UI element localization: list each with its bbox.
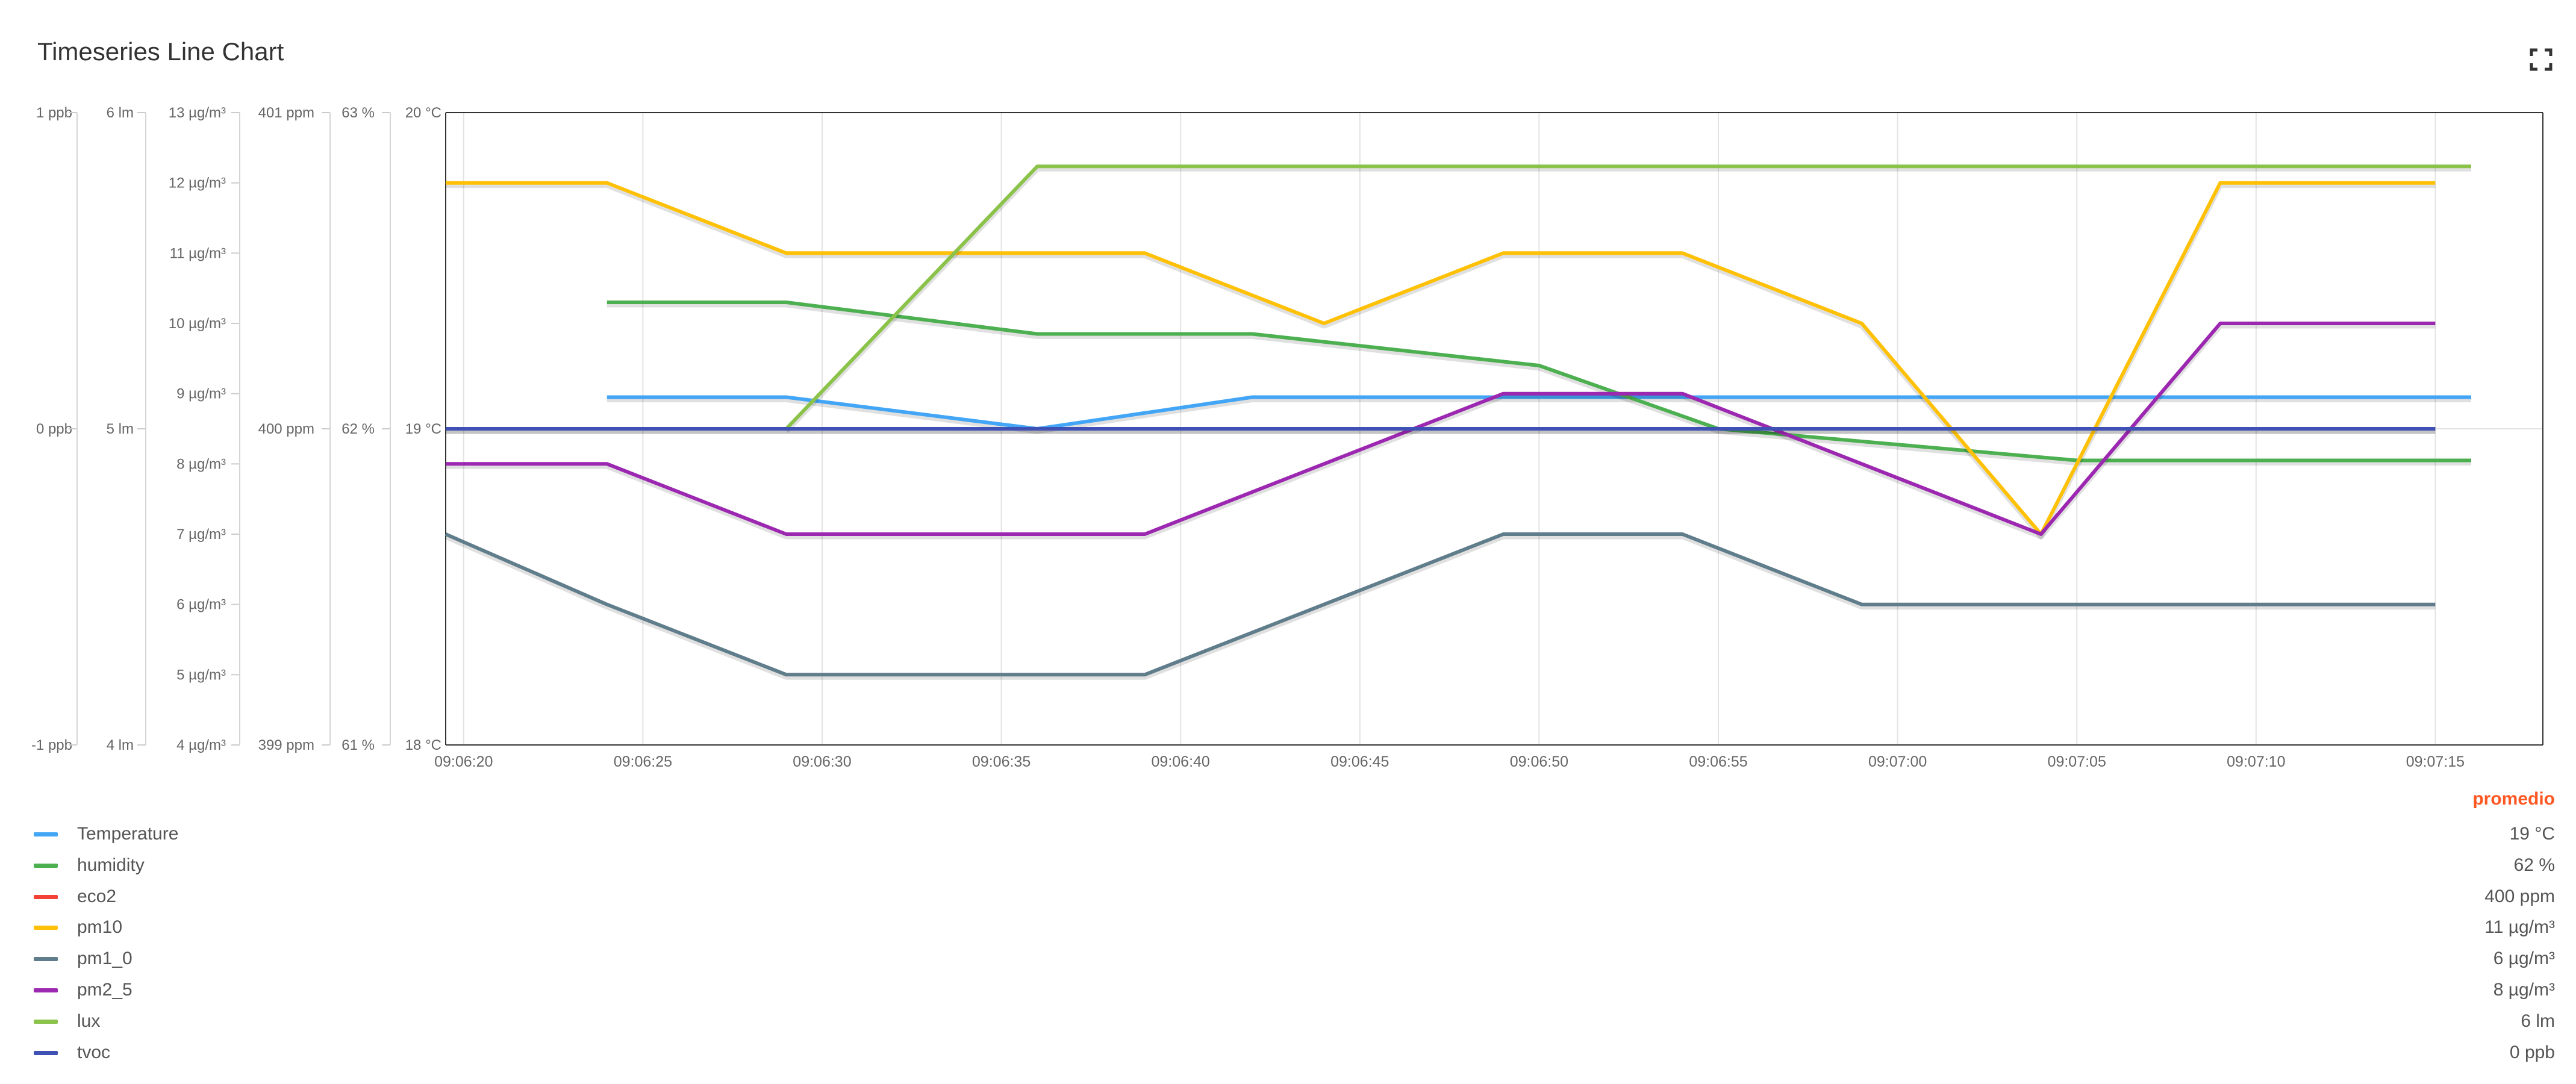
line-chart: 09:06:20 09:06:25 09:06:30 09:06:35 09:06:40…	[31, 105, 2543, 770]
legend-header: promedio	[31, 789, 2555, 820]
legend-swatch	[34, 894, 58, 899]
series-shadow-temperature	[607, 397, 2471, 434]
legend-item-eco2[interactable]: eco2 400 ppm	[31, 883, 2555, 914]
legend-item-tvoc[interactable]: tvoc 0 ppb	[31, 1039, 2555, 1070]
legend-average-value: 11 µg/m³	[2484, 917, 2555, 938]
y-tick-label: 4 lm	[107, 737, 134, 753]
legend-average-value: 19 °C	[2509, 824, 2555, 844]
legend-average-value: 400 ppm	[2484, 886, 2555, 906]
x-tick-label: 09:06:35	[972, 753, 1031, 770]
legend-item-pm2_5[interactable]: pm2_5 8 µg/m³	[31, 976, 2555, 1008]
x-tick-label: 09:07:00	[1868, 753, 1927, 770]
legend-swatch	[34, 863, 58, 868]
legend-item-pm10[interactable]: pm10 11 µg/m³	[31, 914, 2555, 945]
legend: promedio Temperature 19 °C humidity 62 % eco…	[31, 789, 2555, 1070]
legend-swatch	[34, 1019, 58, 1024]
y-tick-label: 8 µg/m³	[176, 456, 226, 472]
y-tick-label: 399 ppm	[258, 737, 314, 753]
y-tick-label: 7 µg/m³	[176, 526, 226, 543]
x-tick-label: 09:06:30	[793, 753, 851, 770]
y-tick-label: 401 ppm	[258, 105, 314, 121]
series-line-humidity	[607, 301, 2471, 463]
series-line-pm1_0	[444, 532, 2436, 677]
series-line-temperature	[607, 395, 2471, 431]
y-tick-label: -1 ppb	[31, 737, 72, 753]
legend-average-value: 6 lm	[2521, 1011, 2555, 1031]
x-tick-label: 09:07:05	[2048, 753, 2106, 770]
fullscreen-button[interactable]	[2530, 48, 2553, 71]
x-tick-label: 09:06:40	[1152, 753, 1210, 770]
legend-swatch	[34, 988, 58, 992]
x-tick-label: 09:07:10	[2227, 753, 2285, 770]
series-line-pm10	[446, 181, 2436, 536]
y-tick-label: 19 °C	[405, 421, 441, 437]
legend-label: humidity	[77, 855, 145, 875]
y-tick-label: 5 µg/m³	[176, 667, 226, 683]
y-tick-label: 20 °C	[405, 105, 441, 121]
y-tick-label: 11 µg/m³	[170, 245, 226, 261]
legend-label: pm1_0	[77, 948, 133, 969]
y-tick-label: 63 %	[341, 105, 375, 121]
y-tick-label: 12 µg/m³	[169, 175, 226, 192]
fullscreen-icon	[2530, 48, 2553, 71]
legend-label: pm2_5	[77, 979, 133, 1000]
legend-label: lux	[77, 1011, 101, 1031]
legend-item-temperature[interactable]: Temperature 19 °C	[31, 820, 2555, 852]
y-tick-label: 0 ppb	[36, 421, 72, 437]
legend-label: eco2	[77, 886, 117, 906]
legend-label: tvoc	[77, 1042, 111, 1062]
legend-average-value: 8 µg/m³	[2493, 979, 2555, 1000]
legend-item-pm1_0[interactable]: pm1_0 6 µg/m³	[31, 945, 2555, 976]
y-tick-label: 5 lm	[107, 421, 134, 437]
y-tick-label: 13 µg/m³	[169, 105, 226, 121]
legend-item-lux[interactable]: lux 6 lm	[31, 1008, 2555, 1039]
legend-swatch	[34, 926, 58, 930]
y-tick-label: 9 µg/m³	[176, 386, 226, 402]
legend-header-label: promedio	[2472, 789, 2555, 809]
y-tick-label: 6 µg/m³	[176, 597, 226, 613]
legend-swatch	[34, 1050, 58, 1055]
series-shadow-humidity	[607, 302, 2471, 466]
legend-label: pm10	[77, 917, 123, 938]
chart-title: Timeseries Line Chart	[37, 37, 284, 66]
x-tick-label: 09:06:50	[1510, 753, 1568, 770]
y-tick-label: 1 ppb	[36, 105, 72, 121]
y-tick-label: 10 µg/m³	[169, 316, 226, 332]
y-tick-label: 61 %	[341, 737, 375, 753]
y-tick-label: 400 ppm	[258, 421, 314, 437]
y-tick-label: 4 µg/m³	[176, 737, 226, 753]
legend-average-value: 6 µg/m³	[2493, 948, 2555, 969]
x-tick-label: 09:06:20	[434, 753, 493, 770]
x-tick-label: 09:07:15	[2406, 753, 2465, 770]
series-shadow-lux	[784, 166, 2471, 434]
legend-label: Temperature	[77, 824, 179, 844]
legend-item-humidity[interactable]: humidity 62 %	[31, 852, 2555, 883]
series-shadow-pm1_0	[444, 534, 2436, 680]
y-tick-label: 6 lm	[107, 105, 134, 121]
y-tick-label: 18 °C	[405, 737, 441, 753]
legend-swatch	[34, 957, 58, 962]
y-tick-label: 62 %	[341, 421, 375, 437]
x-tick-label: 09:06:45	[1330, 753, 1389, 770]
legend-swatch	[34, 832, 58, 836]
x-tick-label: 09:06:55	[1689, 753, 1747, 770]
legend-average-value: 62 %	[2513, 855, 2555, 875]
legend-average-value: 0 ppb	[2509, 1042, 2555, 1062]
x-tick-label: 09:06:25	[614, 753, 672, 770]
series-line-lux	[785, 164, 2471, 431]
